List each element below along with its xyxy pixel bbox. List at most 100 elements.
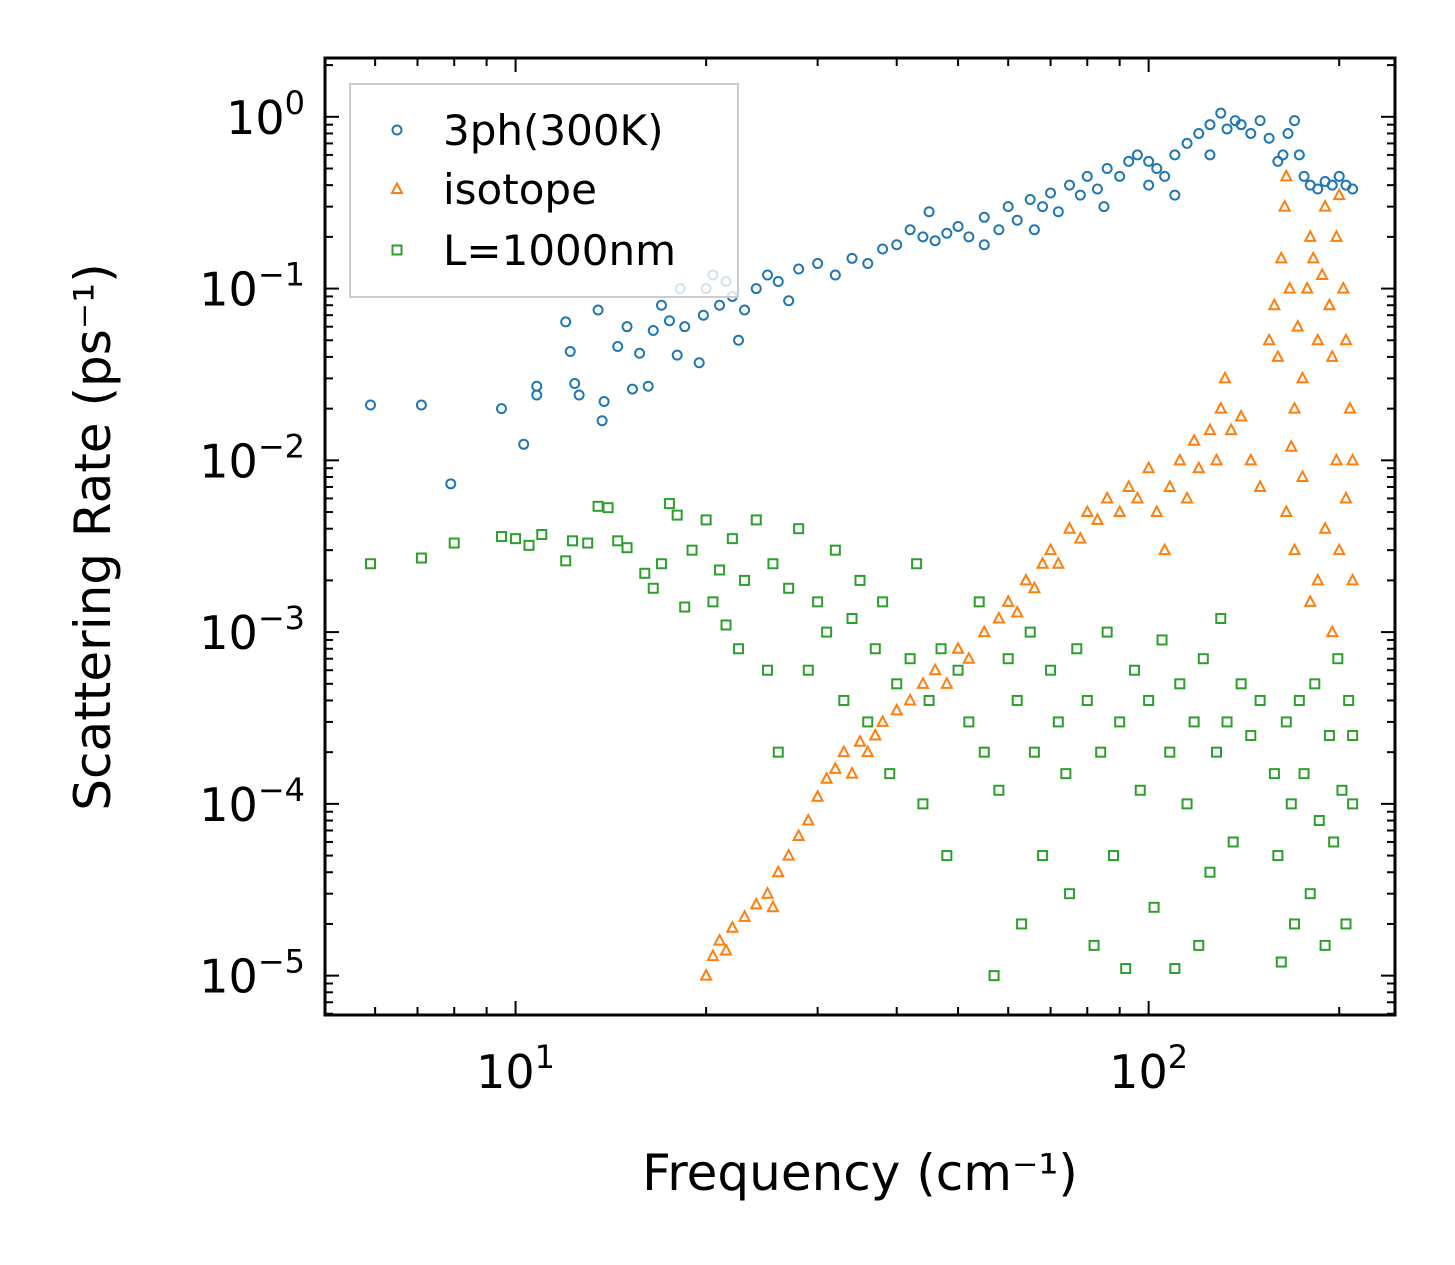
data-point [1303,229,1317,242]
data-point [993,784,1005,796]
data-point [712,932,727,946]
data-point [802,664,814,676]
legend-label-isotope: isotope [443,165,597,214]
data-point [1279,504,1293,518]
data-point [1209,452,1224,466]
data-point [1197,653,1209,665]
data-point [1002,201,1014,213]
data-point [1267,297,1282,311]
data-point [592,304,604,316]
data-point [560,555,572,567]
data-point [647,325,659,337]
data-point [1245,127,1257,139]
data-point [963,716,975,728]
data-point [1060,768,1072,780]
data-point [1028,746,1040,758]
data-point [917,798,929,810]
data-point [1332,653,1344,665]
data-point [978,211,990,223]
data-point [793,263,805,275]
data-point [1010,604,1024,618]
data-point [1091,183,1103,195]
data-point [1211,746,1223,758]
data-point [1326,179,1338,191]
plot-frame [323,56,1397,1017]
x-tick-label: 101 [476,1038,555,1099]
data-point [612,341,624,353]
data-point [612,535,624,547]
series-1 [699,168,1360,981]
data-point [1227,836,1239,848]
data-point [978,239,990,251]
legend-marker-square-icon [391,244,403,256]
data-point [1204,119,1216,131]
data-point [1304,888,1316,900]
data-point [791,828,806,842]
data-point [1204,149,1216,161]
data-point [923,206,935,218]
data-point [801,812,815,826]
data-point [903,692,917,706]
data-point [941,850,953,862]
y-tick-label: 10−3 [199,599,305,660]
data-point [1098,201,1110,213]
data-point [1192,460,1206,474]
data-point [663,498,675,510]
data-point [1287,542,1302,556]
data-point [1090,512,1105,525]
data-point [1214,400,1228,414]
data-point [448,537,460,549]
data-point [1323,730,1335,742]
data-point [1218,370,1232,384]
data-point [1345,452,1360,466]
data-point [1340,918,1352,930]
data-point [700,514,712,526]
data-point [686,544,698,556]
data-point [853,734,867,747]
data-point [749,896,763,910]
data-point [884,768,896,780]
data-point [929,235,941,247]
data-point [1343,694,1355,706]
data-point [573,389,585,401]
data-point [1045,664,1057,676]
data-point [1143,155,1155,167]
data-point [1332,542,1346,556]
data-point [647,582,659,594]
data-point [495,403,507,415]
data-point [1027,580,1042,594]
data-point [569,378,581,390]
data-point [1235,119,1247,131]
data-point [1188,716,1200,728]
data-point [642,380,654,392]
data-point [783,582,795,594]
data-point [1332,187,1346,201]
data-point [1051,556,1065,569]
legend-marker-circle-icon [391,124,403,136]
data-point [1329,229,1344,242]
data-point [560,316,572,328]
data-point [671,349,683,361]
data-point [829,269,841,281]
data-point [988,970,1000,982]
series-0 [365,107,1359,490]
data-point [875,714,890,727]
data-point [1101,163,1113,175]
data-point [739,574,751,586]
data-point [1035,556,1050,569]
data-point [1148,901,1160,913]
data-point [761,269,773,281]
y-tick-label: 10−5 [199,943,305,1004]
data-point [733,643,745,655]
data-point [977,624,991,638]
data-point [602,502,614,514]
data-point [1347,730,1359,742]
data-point [1289,918,1301,930]
data-point [783,295,795,307]
data-point [1134,784,1146,796]
data-point [1279,168,1293,182]
data-point [564,346,576,358]
data-point [1306,250,1320,264]
data-point [838,694,850,706]
data-point [973,596,985,608]
